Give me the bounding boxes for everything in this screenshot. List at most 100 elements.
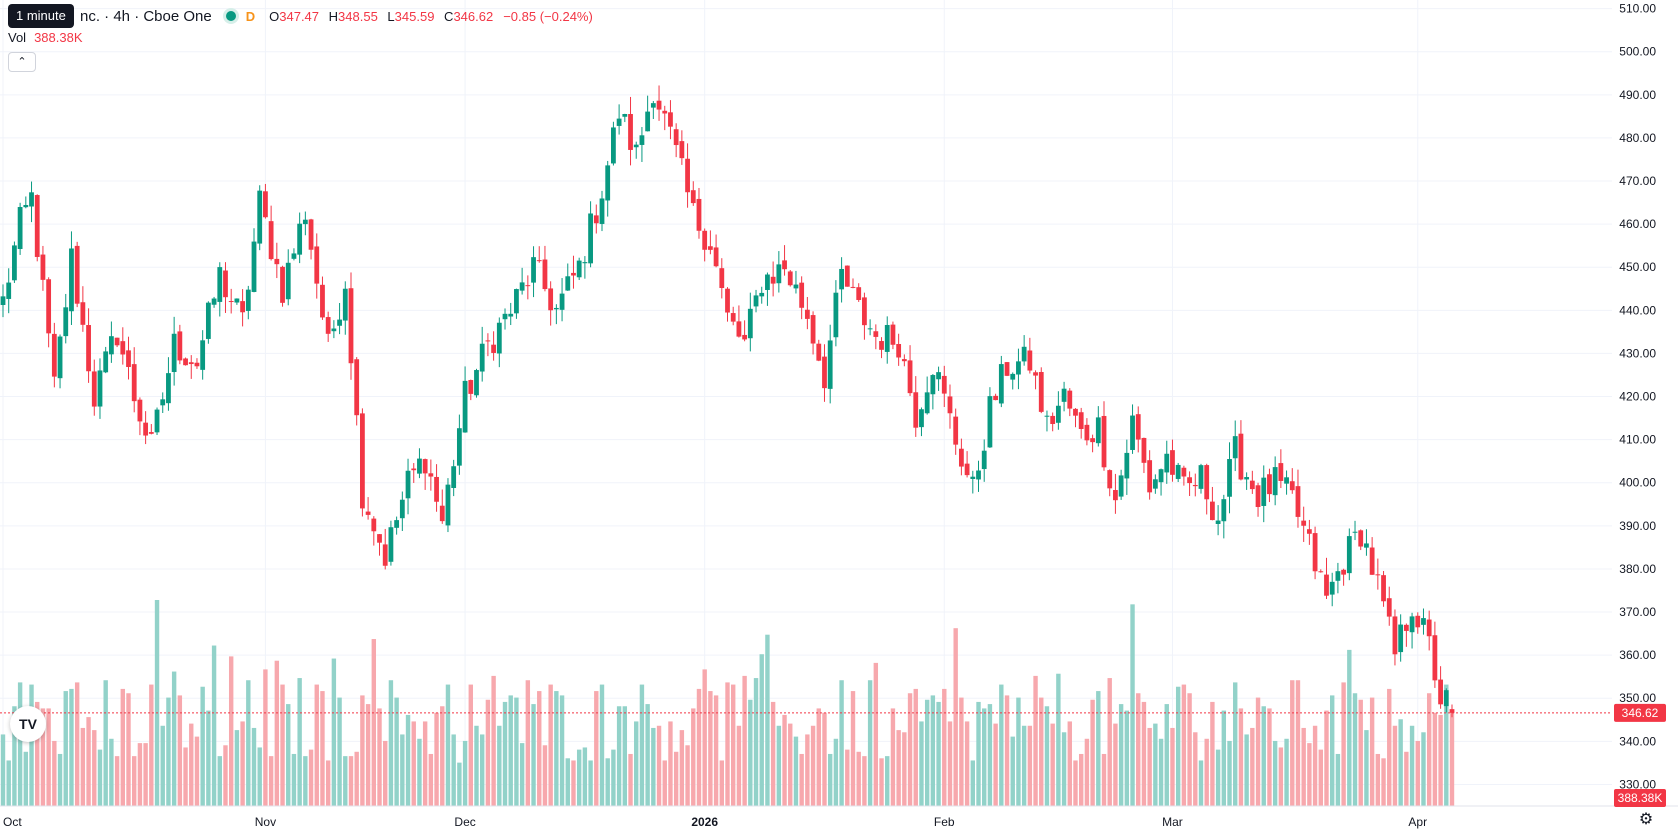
gear-icon[interactable]: ⚙ (1638, 811, 1654, 828)
candle (1113, 473, 1118, 514)
volume-bar (1347, 649, 1352, 806)
candle (508, 302, 514, 326)
y-tick-label: 490.00 (1619, 88, 1656, 102)
candle (1318, 569, 1324, 573)
volume-bar (497, 725, 502, 806)
volume-bar (1113, 723, 1118, 806)
volume-bar (611, 749, 616, 806)
high-value: 348.55 (338, 8, 378, 24)
candle (1158, 468, 1164, 496)
volume-bar (856, 751, 861, 806)
volume-bar (588, 760, 593, 806)
candle (308, 218, 314, 260)
candle (765, 272, 770, 306)
candle (371, 516, 377, 546)
candle (474, 368, 479, 398)
volume-bar (491, 675, 496, 806)
y-tick-label: 500.00 (1619, 45, 1656, 59)
volume-bar (559, 695, 565, 806)
volume-bar (1096, 691, 1101, 806)
candle (131, 347, 137, 413)
volume-bar (862, 756, 867, 806)
candle (576, 257, 582, 280)
volume-bar (171, 671, 177, 806)
ohlc-values: O347.47 H348.55 L345.59 C346.62 (269, 9, 493, 24)
volume-bar (337, 697, 342, 806)
candle (297, 212, 303, 264)
candle (80, 286, 86, 332)
volume-bar (137, 743, 143, 806)
volume-bar (514, 697, 519, 806)
candle (548, 281, 554, 326)
candle (74, 241, 80, 308)
volume-bar (114, 756, 120, 806)
high-key: H (328, 8, 339, 24)
volume-bar (1147, 727, 1152, 806)
candle (502, 308, 508, 330)
volume-bar (616, 706, 622, 806)
volume-bar (1318, 749, 1323, 806)
price-axis[interactable]: 510.00 500.00 490.00 480.00 470.00 460.00 450.… (1619, 2, 1656, 792)
volume-bar (1016, 697, 1021, 806)
volume-bar (291, 753, 297, 806)
candle (822, 344, 827, 402)
candle (553, 304, 559, 325)
symbol-title[interactable]: nc. · 4h · Cboe One (80, 7, 212, 25)
candle (605, 160, 611, 217)
volume-bar (799, 753, 804, 806)
candle (839, 257, 844, 303)
volume-bar (377, 708, 382, 806)
volume-bar (502, 701, 508, 806)
x-tick-label: Oct (3, 815, 22, 829)
volume-bar (1404, 751, 1409, 806)
volume-bar (793, 736, 799, 806)
volume-bar (1101, 753, 1107, 806)
volume-bar (691, 708, 696, 806)
symbol-legend[interactable]: nc. · 4h · Cboe One D O347.47 H348.55 L3… (8, 6, 593, 26)
volume-bar (194, 736, 200, 806)
volume-bar (451, 734, 456, 806)
volume-bar (964, 721, 970, 806)
volume-legend[interactable]: Vol 388.38K (8, 30, 83, 45)
volume-bar (1198, 760, 1204, 806)
candle (1061, 381, 1067, 412)
time-axis[interactable]: Oct Nov Dec 2026 Feb Mar Apr (3, 815, 1427, 829)
candle (981, 439, 987, 482)
volume-bar (708, 691, 713, 806)
volume-bar (902, 732, 907, 806)
volume-bar (1409, 725, 1415, 806)
collapse-legend-button[interactable]: ⌃ (8, 52, 36, 72)
candle (325, 311, 331, 342)
y-tick-label: 400.00 (1619, 476, 1656, 490)
volume-bar (662, 760, 667, 806)
candle (976, 460, 981, 492)
candle (810, 311, 816, 355)
volume-bar (40, 708, 46, 806)
volume-bar (936, 701, 941, 806)
volume-bar (976, 701, 981, 806)
candle (280, 265, 285, 307)
candle (1210, 486, 1215, 521)
open-value: 347.47 (279, 8, 320, 24)
candle (582, 256, 588, 279)
volume-bar (1210, 701, 1215, 806)
x-tick-label: Nov (255, 815, 276, 829)
candle (285, 249, 291, 306)
volume-bar (982, 708, 987, 806)
candle (17, 202, 23, 255)
x-tick-label: 2026 (691, 815, 718, 829)
volume-bar (1250, 727, 1255, 806)
volume-bar (731, 684, 736, 806)
volume-label: Vol (8, 30, 27, 45)
volume-bar (1073, 760, 1078, 806)
volume-bar (1392, 725, 1398, 806)
tradingview-logo[interactable]: TV (10, 706, 46, 742)
volume-bar (1067, 721, 1072, 806)
volume-bar (1449, 710, 1455, 806)
volume-bar (850, 691, 856, 806)
volume-bar (805, 734, 810, 806)
volume-bar (1284, 738, 1289, 806)
candle (616, 104, 622, 135)
candle (462, 366, 468, 433)
